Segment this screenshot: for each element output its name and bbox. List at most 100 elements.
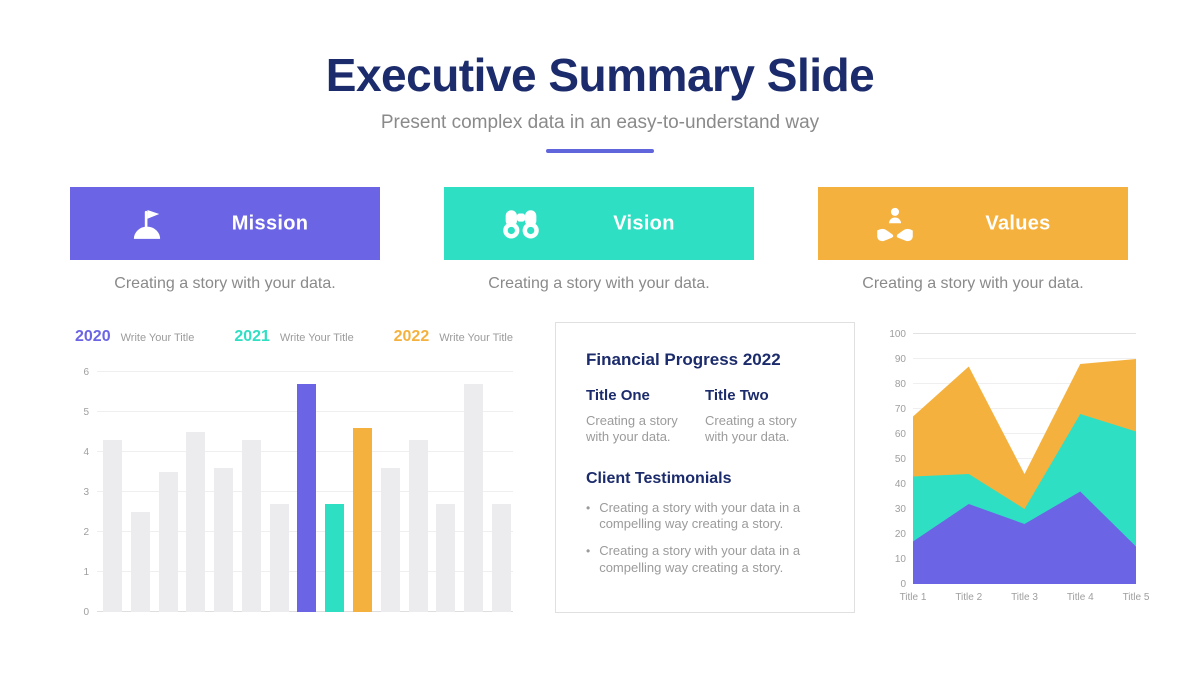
testimonial-text: Creating a story with your data in a com… <box>599 543 801 576</box>
page-title: Executive Summary Slide <box>325 49 875 101</box>
bar <box>214 468 234 612</box>
legend-label: Write Your Title <box>439 332 513 344</box>
values-label: Values <box>985 212 1051 234</box>
bar-chart: 2020 Write Your Title 2021 Write Your Title… <box>75 328 513 618</box>
y-tick-label: 4 <box>83 447 89 458</box>
area-series-purple <box>913 491 1136 584</box>
values-banner: Values <box>818 187 1128 260</box>
x-tick-label: Title 4 <box>1066 592 1094 603</box>
pillar-mission: Mission Creating a story with your data. <box>70 187 380 293</box>
bar <box>103 440 122 612</box>
area-chart-svg <box>913 359 1136 584</box>
gridline <box>913 333 1136 334</box>
x-tick-label: Title 1 <box>899 592 927 603</box>
y-tick-label: 5 <box>83 407 89 418</box>
bar <box>241 440 261 612</box>
info-panel: Financial Progress 2022 Title One Creati… <box>555 322 855 613</box>
y-tick-label: 2 <box>83 527 89 538</box>
gridline <box>913 383 1136 384</box>
legend-year: 2022 <box>393 328 430 345</box>
x-tick-label: Title 2 <box>955 592 983 603</box>
bar <box>130 512 150 612</box>
bar <box>158 472 178 612</box>
mission-caption: Creating a story with your data. <box>114 275 336 292</box>
y-tick-label: 0 <box>900 579 906 590</box>
title-underline <box>546 148 654 153</box>
testimonials-heading: Client Testimonials <box>586 469 732 487</box>
vision-banner: Vision <box>444 187 754 260</box>
bullet-icon <box>586 500 590 534</box>
vision-label: Vision <box>613 212 675 234</box>
slide-header: Executive Summary Slide Present complex … <box>0 50 1200 153</box>
y-tick-label: 90 <box>894 354 906 365</box>
bar <box>464 384 484 612</box>
area-chart-plot: 0 10 20 30 40 50 60 70 80 90 100 <box>889 329 1136 590</box>
legend-year: 2021 <box>234 328 270 345</box>
gridline <box>913 408 1136 409</box>
testimonials-list: Creating a story with your data in a com… <box>586 500 824 578</box>
legend-item: 2020 Write Your Title <box>75 328 194 346</box>
y-tick-label: 60 <box>894 429 906 440</box>
mission-banner: Mission <box>70 187 380 260</box>
bar-2022 <box>353 428 373 612</box>
bar <box>436 504 456 612</box>
pillars-row: Mission Creating a story with your data. <box>70 187 1128 293</box>
y-tick-label: 1 <box>83 567 89 578</box>
bars-row <box>103 372 511 612</box>
y-tick-label: 80 <box>894 379 906 390</box>
y-tick-label: 50 <box>894 454 906 465</box>
binoculars-icon <box>500 203 542 245</box>
legend-label: Write Your Title <box>120 332 195 344</box>
legend-item: 2021 Write Your Title <box>234 328 353 346</box>
bar <box>408 440 428 612</box>
bar <box>269 504 289 612</box>
pillar-values: Values Creating a story with your data. <box>818 187 1128 293</box>
column-two-title: Title Two <box>705 387 769 404</box>
y-tick-label: 30 <box>894 504 906 515</box>
testimonial-item: Creating a story with your data in a com… <box>586 543 824 577</box>
values-caption: Creating a story with your data. <box>862 275 1084 292</box>
bar <box>186 432 206 612</box>
panel-columns: Title One Creating a story with your dat… <box>586 387 824 446</box>
column-two-body: Creating a story with your data. <box>705 413 797 445</box>
gridline <box>913 358 1136 359</box>
testimonial-text: Creating a story with your data in a com… <box>599 499 801 532</box>
hands-holding-person-icon <box>874 203 916 245</box>
pillar-vision: Vision Creating a story with your data. <box>444 187 754 293</box>
y-tick-label: 6 <box>83 367 89 378</box>
y-tick-label: 20 <box>894 529 906 540</box>
page-subtitle: Present complex data in an easy-to-under… <box>380 111 820 133</box>
mission-label: Mission <box>231 212 309 234</box>
y-tick-label: 10 <box>894 554 906 565</box>
bar-chart-plot: 0 1 2 3 4 5 6 <box>83 367 513 618</box>
y-tick-label: 70 <box>894 404 906 415</box>
testimonial-item: Creating a story with your data in a com… <box>586 500 824 534</box>
vision-caption: Creating a story with your data. <box>488 275 710 292</box>
bar-2021 <box>325 504 345 612</box>
bar <box>491 504 511 612</box>
panel-column-one: Title One Creating a story with your dat… <box>586 387 705 446</box>
gridline <box>913 433 1136 434</box>
legend-year: 2020 <box>75 328 111 345</box>
column-one-title: Title One <box>586 387 650 404</box>
bar-2020 <box>297 384 317 612</box>
x-tick-label: Title 5 <box>1122 592 1150 603</box>
column-one-body: Creating a story with your data. <box>586 413 678 445</box>
legend-label: Write Your Title <box>279 332 354 344</box>
area-x-labels: Title 1 Title 2 Title 3 Title 4 Title 5 <box>900 592 1150 606</box>
y-tick-label: 40 <box>894 479 906 490</box>
x-tick-label: Title 3 <box>1011 592 1038 603</box>
panel-column-two: Title Two Creating a story with your dat… <box>705 387 824 446</box>
flag-on-hill-icon <box>126 203 168 245</box>
gridline <box>97 371 513 372</box>
bullet-icon <box>586 543 590 577</box>
y-tick-label: 0 <box>83 607 89 618</box>
bar <box>380 468 400 612</box>
panel-heading: Financial Progress 2022 <box>586 350 781 369</box>
y-tick-label: 3 <box>83 487 89 498</box>
area-chart: 0 10 20 30 40 50 60 70 80 90 100 Title 1 Title 2 Tit… <box>880 329 1150 606</box>
y-tick-label: 100 <box>889 329 906 340</box>
bar-chart-legend: 2020 Write Your Title 2021 Write Your Title… <box>75 328 513 346</box>
legend-item: 2022 Write Your Title <box>394 328 513 346</box>
